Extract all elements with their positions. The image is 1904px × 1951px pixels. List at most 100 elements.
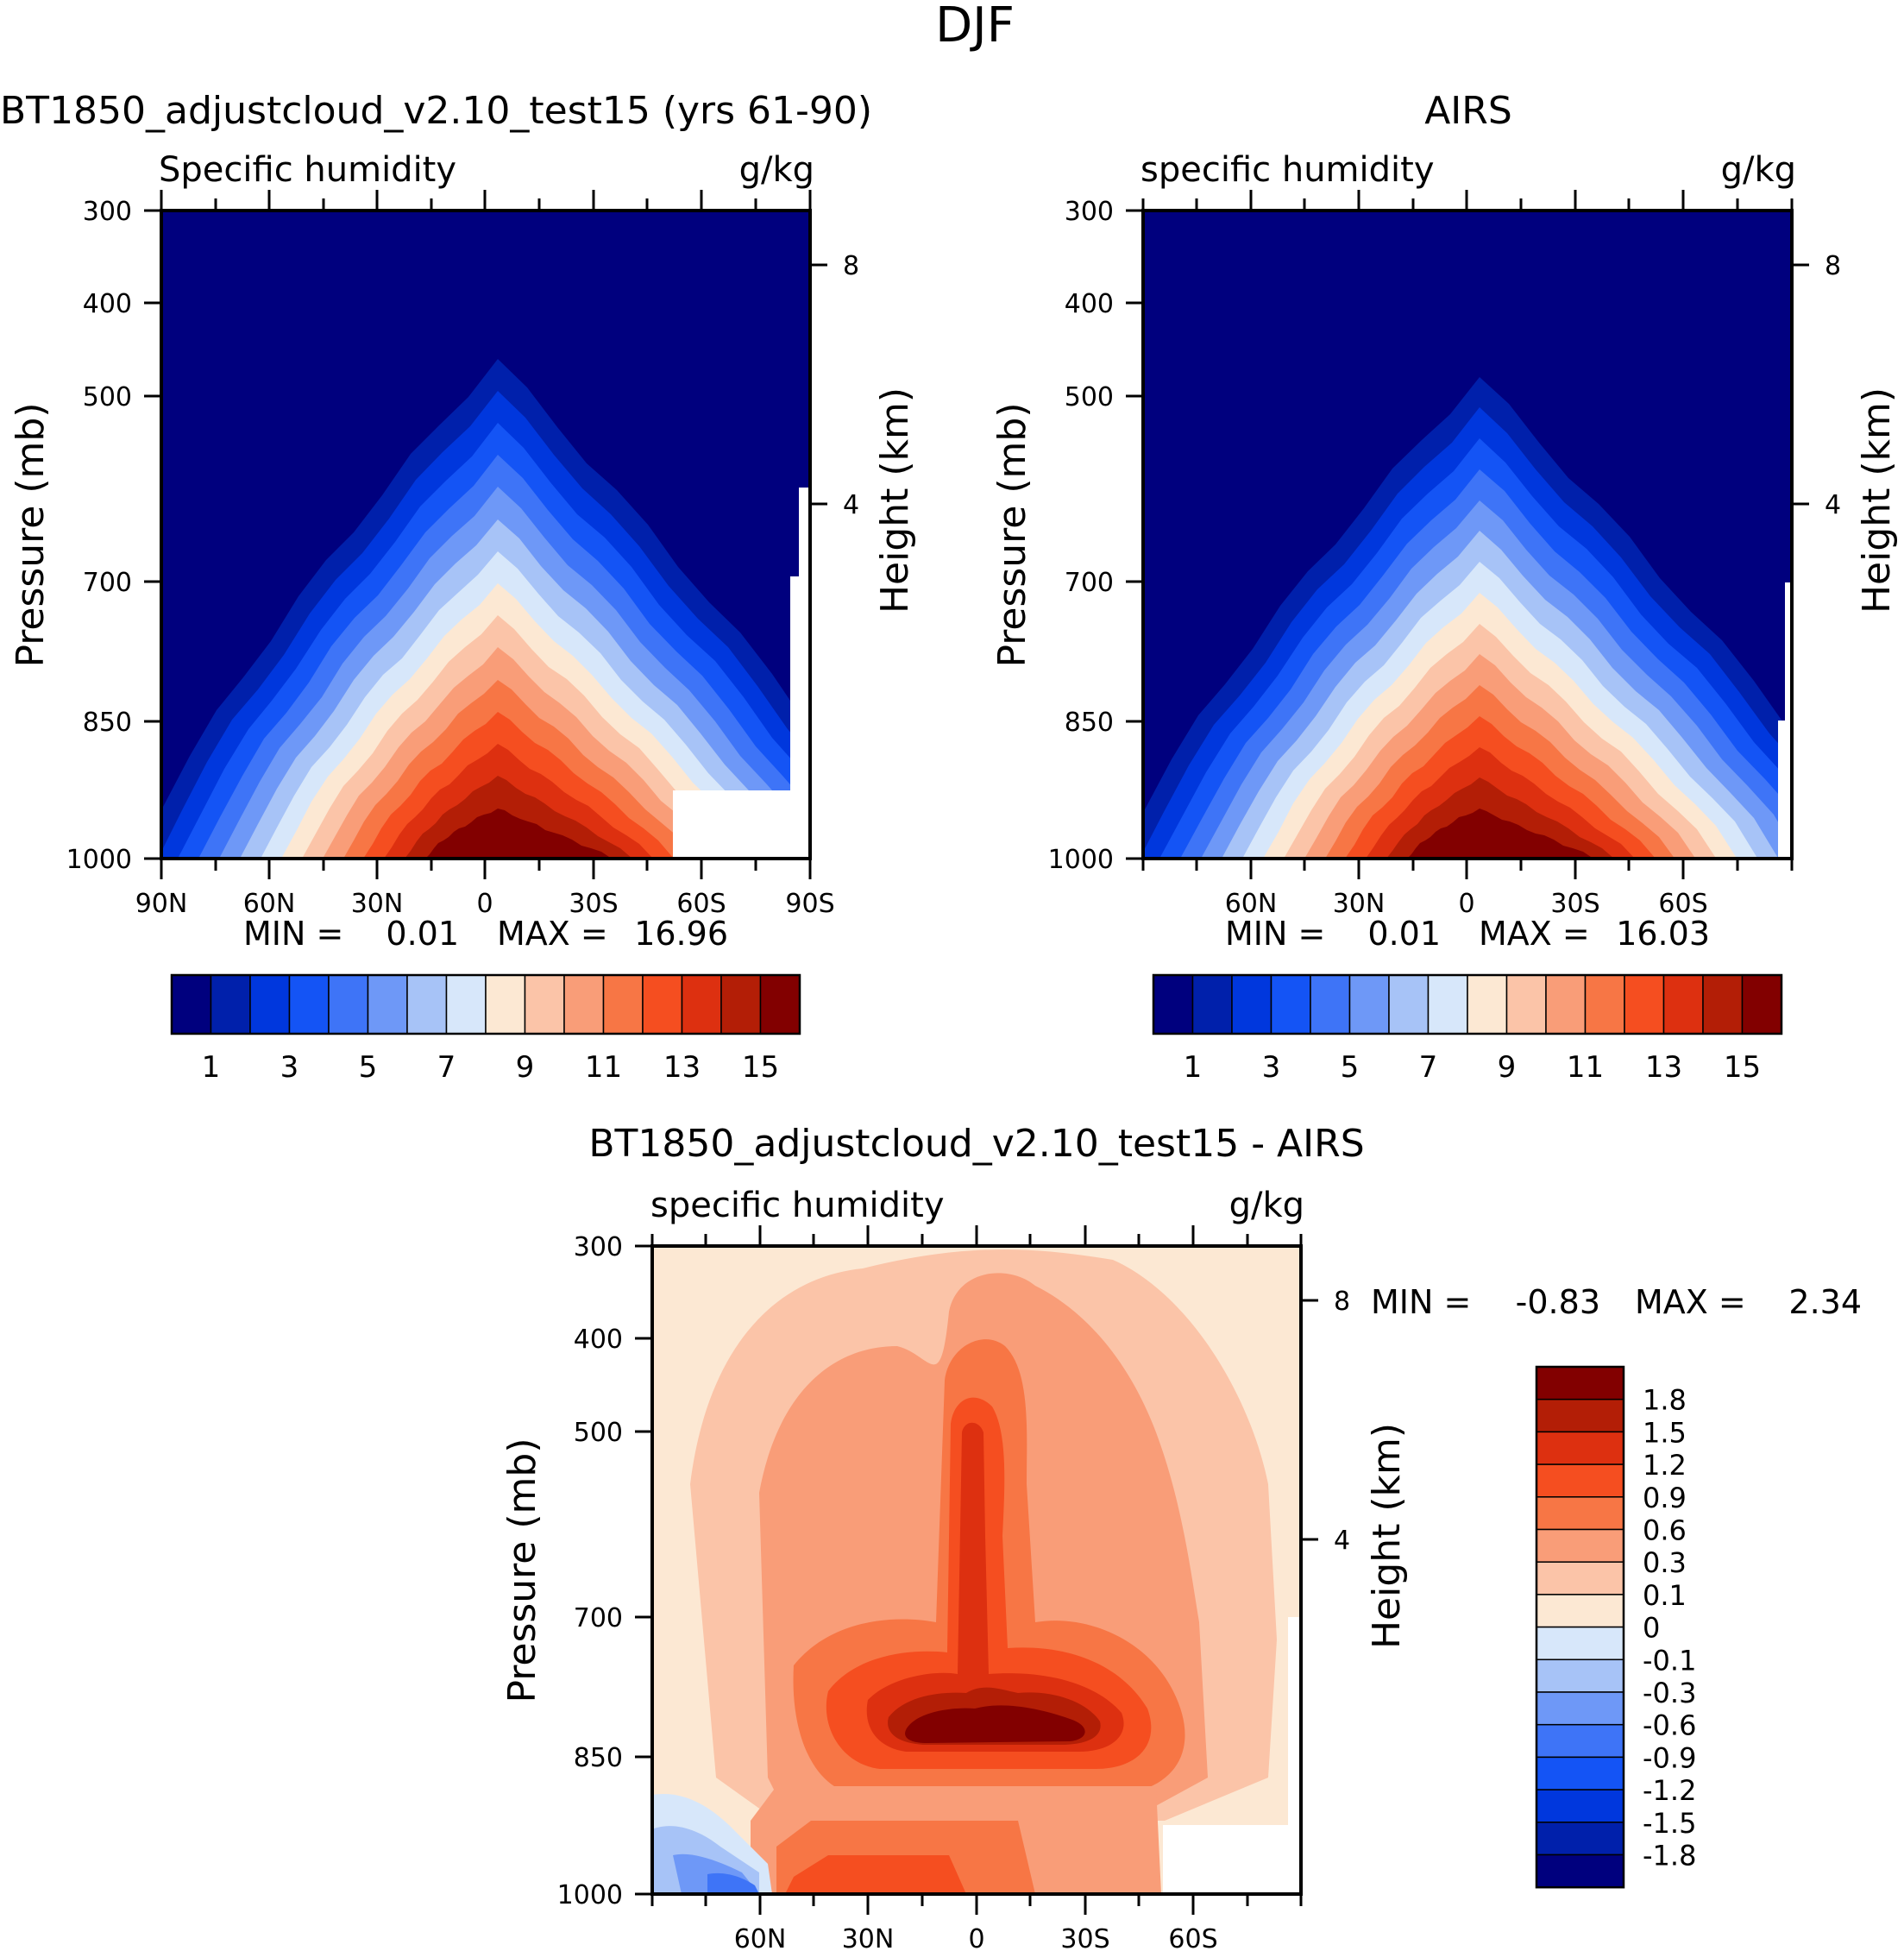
colorbar-swatch — [1427, 974, 1468, 1035]
colorbar-label: 7 — [1419, 1050, 1438, 1085]
colorbar-label: -0.1 — [1643, 1644, 1696, 1677]
contour-region-3 — [826, 1397, 1152, 1769]
colorbar-label: 1 — [202, 1050, 221, 1085]
colorbar-swatch — [1536, 1691, 1624, 1726]
colorbar-swatch — [406, 974, 448, 1035]
x-tick-label: 0 — [968, 1924, 984, 1951]
colorbar-swatch — [563, 974, 605, 1035]
x-tick-label: 30S — [1550, 889, 1599, 919]
colorbar-label: 3 — [280, 1050, 299, 1085]
panel-2-axes: 60N 30N 0 30S 60S 300 400 500 700 850 1000 8 4 — [1048, 190, 1841, 919]
x-tick-label: 60S — [1658, 889, 1707, 919]
y2-tick-label: 4 — [1334, 1526, 1350, 1556]
panel-1-units-label: g/kg — [739, 150, 814, 190]
colorbar-swatch — [1467, 974, 1508, 1035]
panel-1-missing-region — [673, 488, 810, 859]
y-tick-label: 850 — [83, 708, 132, 738]
colorbar-label: 13 — [663, 1050, 701, 1085]
y-tick-label: 1000 — [1048, 845, 1114, 875]
colorbar-swatch — [759, 974, 801, 1035]
colorbar-swatch — [1310, 974, 1351, 1035]
panel-3-axes: 60N 30N 0 30S 60S 300 400 500 700 850 1000 8 4 — [557, 1225, 1350, 1951]
x-tick-label: 60N — [243, 889, 296, 919]
y-tick-label: 1000 — [557, 1880, 623, 1910]
colorbar-label: 0 — [1643, 1612, 1660, 1645]
colorbar-label: 5 — [1341, 1050, 1360, 1085]
colorbar-label: 15 — [742, 1050, 779, 1085]
colorbar-label: 0.1 — [1643, 1579, 1687, 1612]
contour-level-15 — [425, 809, 612, 859]
panel-2-max-value: 16.03 — [1616, 915, 1710, 953]
y-tick-label: 700 — [83, 568, 132, 598]
colorbar-label: 0.3 — [1643, 1546, 1687, 1579]
x-tick-label: 30N — [351, 889, 404, 919]
colorbar-label: 1 — [1184, 1050, 1203, 1085]
y-tick-label: 700 — [574, 1603, 623, 1633]
y2-tick-label: 4 — [1825, 490, 1841, 520]
y-tick-label: 1000 — [66, 845, 132, 875]
colorbar-label: 9 — [1498, 1050, 1517, 1085]
x-tick-label: 60N — [734, 1924, 787, 1951]
panel-2-colorbar: 1 3 5 7 9 11 13 15 — [1152, 973, 1783, 1085]
colorbar-swatch — [1545, 974, 1587, 1035]
colorbar-swatch — [1536, 1431, 1624, 1465]
colorbar-label: -0.3 — [1643, 1677, 1696, 1709]
contour-level-15 — [1407, 809, 1593, 859]
panel-3-max-value: 2.34 — [1788, 1283, 1862, 1321]
colorbar-swatch — [1153, 974, 1194, 1035]
panel-2-ylabel-right: Height (km) — [1855, 387, 1899, 614]
panel-1-title: BT1850_adjustcloud_v2.10_test15 (yrs 61-… — [0, 89, 872, 133]
panel-3-title: BT1850_adjustcloud_v2.10_test15 - AIRS — [588, 1122, 1364, 1166]
panel-2-max-label: MAX = — [1479, 915, 1590, 953]
x-tick-label: 0 — [476, 889, 493, 919]
colorbar-swatch — [328, 974, 369, 1035]
x-tick-label: 90S — [785, 889, 834, 919]
colorbar-swatch — [1388, 974, 1430, 1035]
colorbar-label: 0.9 — [1643, 1482, 1687, 1514]
y-tick-label: 850 — [574, 1743, 623, 1773]
contour-region-9 — [785, 1855, 966, 1894]
colorbar-label: 9 — [516, 1050, 535, 1085]
panel-3-missing-region — [1163, 1617, 1301, 1894]
colorbar-swatch — [485, 974, 526, 1035]
panel-3-min-value: -0.83 — [1516, 1283, 1600, 1321]
panel-2-title: AIRS — [1424, 89, 1512, 133]
colorbar-swatch — [445, 974, 487, 1035]
panel-3-min-label: MIN = — [1371, 1283, 1471, 1321]
colorbar-label: 13 — [1645, 1050, 1682, 1085]
panel-1-ylabel: Pressure (mb) — [9, 403, 53, 668]
colorbar-swatch — [1536, 1658, 1624, 1693]
panel-1-ylabel-right: Height (km) — [873, 387, 917, 614]
contour-region-6 — [905, 1705, 1085, 1743]
colorbar-swatch — [1536, 1463, 1624, 1498]
colorbar-swatch — [1536, 1398, 1624, 1433]
colorbar-swatch — [1536, 1366, 1624, 1400]
colorbar-swatch — [1662, 974, 1704, 1035]
colorbar-frame — [170, 973, 801, 1035]
y2-tick-label: 8 — [1825, 251, 1841, 281]
colorbar-label: 11 — [585, 1050, 622, 1085]
y-tick-label: 500 — [83, 382, 132, 412]
colorbar-label: -0.6 — [1643, 1709, 1696, 1742]
colorbar-label: 11 — [1567, 1050, 1604, 1085]
colorbar-label: -0.9 — [1643, 1741, 1696, 1774]
colorbar-swatch — [1536, 1594, 1624, 1628]
panel-2-min-value: 0.01 — [1367, 915, 1441, 953]
colorbar-swatch — [367, 974, 408, 1035]
panel-1-min-value: 0.01 — [386, 915, 459, 953]
colorbar-swatch — [642, 974, 683, 1035]
panel-2-variable-label: specific humidity — [1141, 150, 1435, 190]
colorbar-swatch — [1270, 974, 1311, 1035]
colorbar-swatch — [171, 974, 212, 1035]
y-tick-label: 850 — [1065, 708, 1114, 738]
panel-1-min-label: MIN = — [243, 915, 343, 953]
colorbar-label: 5 — [359, 1050, 378, 1085]
panel-2-missing-region — [1778, 582, 1792, 859]
colorbar-label: 1.8 — [1643, 1384, 1687, 1417]
x-tick-label: 60N — [1225, 889, 1278, 919]
panel-3: BT1850_adjustcloud_v2.10_test15 - AIRS s… — [500, 1122, 1862, 1951]
x-tick-label: 60S — [676, 889, 726, 919]
colorbar-swatch — [1536, 1528, 1624, 1563]
x-tick-label: 90N — [135, 889, 188, 919]
